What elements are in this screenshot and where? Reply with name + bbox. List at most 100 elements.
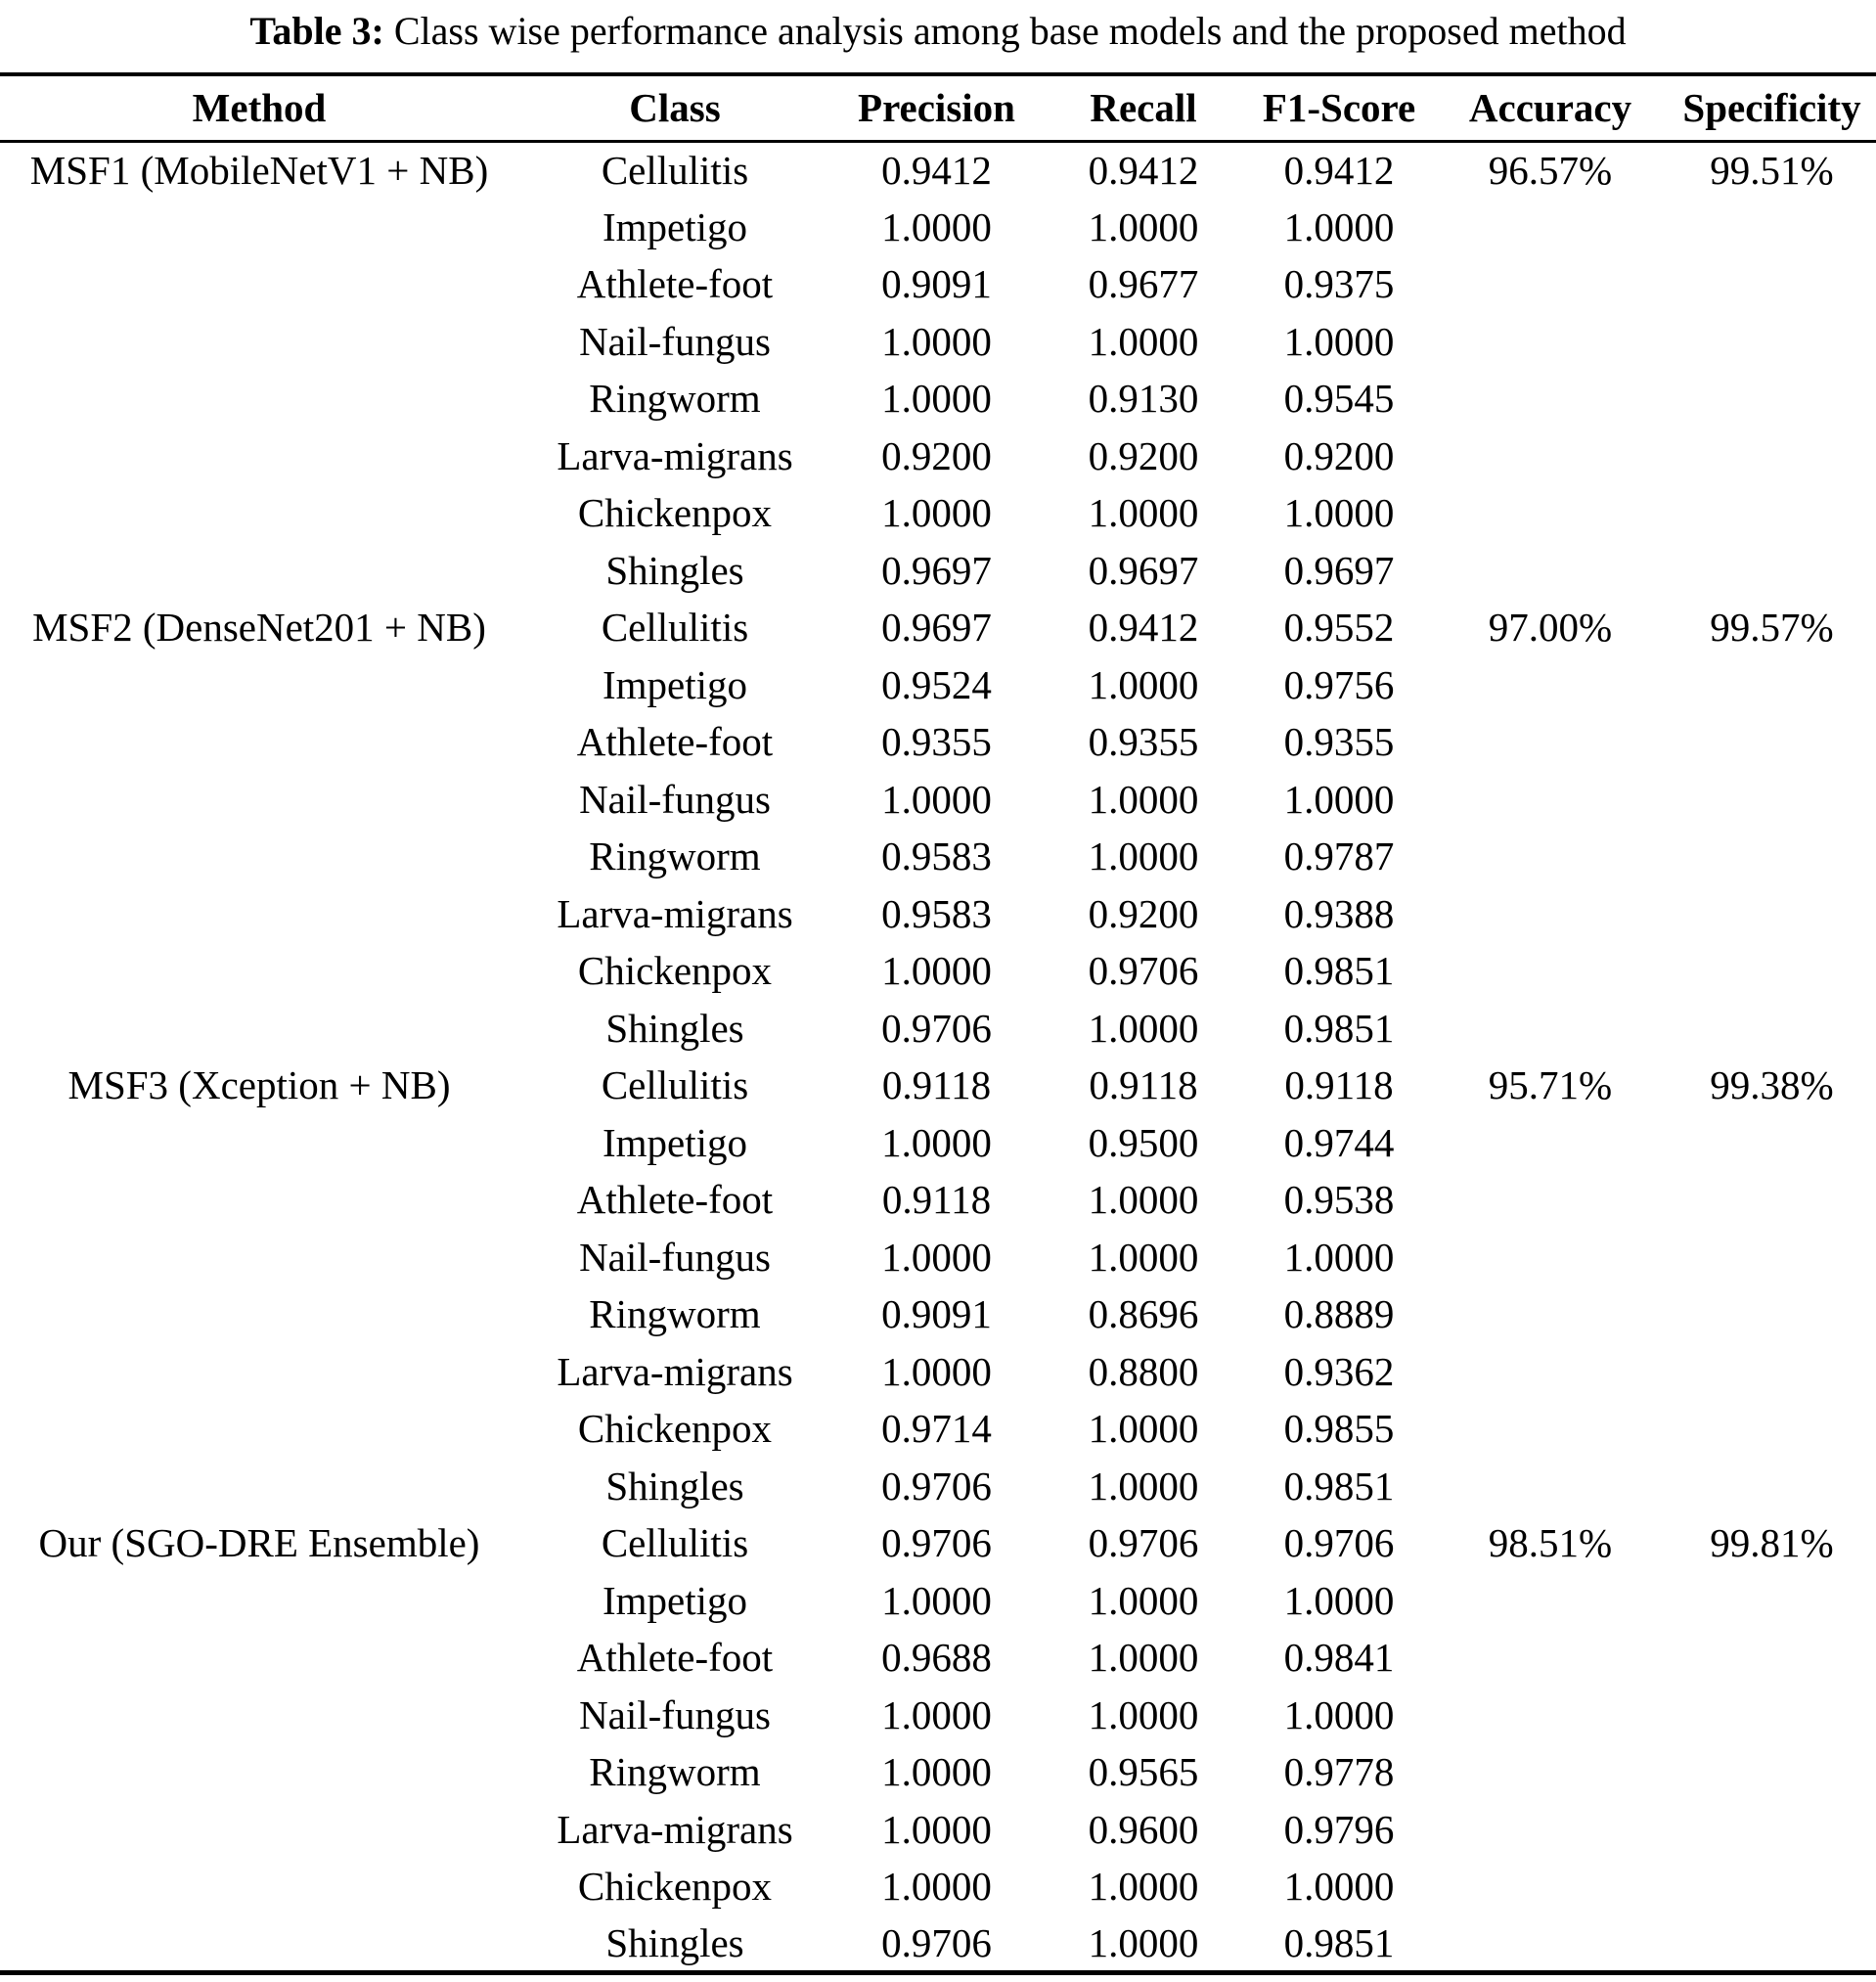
table-row: Nail-fungus 1.0000 1.0000 1.0000 (0, 1229, 1876, 1286)
accuracy-cell (1433, 1687, 1668, 1744)
f1-score-cell: 1.0000 (1283, 318, 1395, 364)
class-cell: Ringworm (589, 1291, 761, 1337)
table-row: Our (SGO-DRE Ensemble) Cellulitis 0.9706 0.… (0, 1514, 1876, 1572)
specificity-cell (1668, 656, 1876, 714)
accuracy-cell (1433, 1801, 1668, 1859)
f1-score-cell: 1.0000 (1283, 776, 1395, 822)
method-cell (0, 428, 518, 485)
class-cell: Impetigo (602, 203, 748, 249)
table-row: Chickenpox 1.0000 1.0000 1.0000 (0, 484, 1876, 542)
accuracy-cell (1433, 313, 1668, 371)
class-cell: Larva-migrans (557, 890, 793, 936)
recall-cell: 0.9412 (1088, 605, 1199, 651)
recall-cell: 1.0000 (1088, 1864, 1199, 1910)
f1-score-cell: 1.0000 (1283, 203, 1395, 249)
method-cell (0, 1114, 518, 1172)
method-cell (0, 255, 518, 313)
class-cell: Chickenpox (577, 1406, 773, 1452)
class-cell: Chickenpox (577, 1864, 773, 1910)
precision-cell: 0.9091 (881, 1291, 992, 1337)
table-row: Chickenpox 0.9714 1.0000 0.9855 (0, 1400, 1876, 1458)
precision-cell: 1.0000 (881, 203, 992, 249)
class-cell: Athlete-foot (576, 261, 774, 307)
class-cell: Nail-fungus (579, 1691, 771, 1737)
accuracy-cell (1433, 1629, 1668, 1687)
accuracy-cell (1433, 1572, 1668, 1630)
precision-cell: 1.0000 (881, 318, 992, 364)
table-row: Impetigo 1.0000 0.9500 0.9744 (0, 1114, 1876, 1172)
f1-score-cell: 0.9841 (1283, 1635, 1395, 1681)
precision-cell: 0.9706 (881, 1919, 992, 1965)
specificity-cell (1668, 199, 1876, 256)
recall-cell: 1.0000 (1088, 318, 1199, 364)
method-cell (0, 1743, 518, 1801)
precision-cell: 0.9524 (881, 661, 992, 707)
recall-cell: 0.9412 (1088, 148, 1199, 193)
precision-cell: 1.0000 (881, 1348, 992, 1394)
table-row: Athlete-foot 0.9091 0.9677 0.9375 (0, 255, 1876, 313)
method-cell (0, 313, 518, 371)
precision-cell: 1.0000 (881, 376, 992, 422)
recall-cell: 0.9706 (1088, 1520, 1199, 1566)
class-cell: Chickenpox (577, 490, 773, 536)
specificity-cell (1668, 1572, 1876, 1630)
recall-cell: 1.0000 (1088, 1463, 1199, 1509)
recall-cell: 0.9706 (1088, 948, 1199, 994)
accuracy-cell (1433, 828, 1668, 885)
specificity-cell (1668, 1743, 1876, 1801)
precision-cell: 0.9200 (881, 432, 992, 478)
specificity-cell (1668, 313, 1876, 371)
accuracy-cell (1433, 1171, 1668, 1229)
f1-score-cell: 0.9538 (1283, 1177, 1395, 1223)
accuracy-cell: 97.00% (1488, 605, 1613, 651)
method-cell: Our (SGO-DRE Ensemble) (38, 1520, 480, 1566)
accuracy-cell: 95.71% (1488, 1062, 1613, 1108)
f1-score-cell: 0.9796 (1283, 1806, 1395, 1852)
precision-cell: 1.0000 (881, 1119, 992, 1165)
recall-cell: 0.9600 (1088, 1806, 1199, 1852)
specificity-cell (1668, 1229, 1876, 1286)
accuracy-cell (1433, 713, 1668, 771)
precision-cell: 1.0000 (881, 1691, 992, 1737)
column-header-class: Class (629, 85, 721, 131)
accuracy-cell (1433, 370, 1668, 428)
method-cell (0, 1343, 518, 1401)
accuracy-cell (1433, 484, 1668, 542)
accuracy-cell (1433, 1400, 1668, 1458)
recall-cell: 1.0000 (1088, 833, 1199, 879)
f1-score-cell: 1.0000 (1283, 490, 1395, 536)
f1-score-cell: 0.9756 (1283, 661, 1395, 707)
precision-cell: 0.9697 (881, 547, 992, 593)
method-cell (0, 828, 518, 885)
specificity-cell (1668, 255, 1876, 313)
specificity-cell (1668, 713, 1876, 771)
precision-cell: 1.0000 (881, 1577, 992, 1623)
accuracy-cell (1433, 199, 1668, 256)
class-cell: Shingles (605, 1005, 744, 1051)
class-cell: Impetigo (602, 1119, 748, 1165)
method-cell (0, 1629, 518, 1687)
class-cell: Athlete-foot (576, 1635, 774, 1681)
method-cell (0, 942, 518, 1000)
class-cell: Nail-fungus (579, 776, 771, 822)
specificity-cell: 99.51% (1710, 148, 1834, 193)
table-row: Ringworm 1.0000 0.9565 0.9778 (0, 1743, 1876, 1801)
specificity-cell (1668, 1000, 1876, 1058)
precision-cell: 0.9706 (881, 1463, 992, 1509)
accuracy-cell (1433, 1458, 1668, 1515)
table-row: MSF1 (MobileNetV1 + NB) Cellulitis 0.9412 0… (0, 141, 1876, 199)
table-row: Nail-fungus 1.0000 1.0000 1.0000 (0, 771, 1876, 829)
class-cell: Impetigo (602, 1577, 748, 1623)
table-row: Larva-migrans 0.9200 0.9200 0.9200 (0, 428, 1876, 485)
precision-cell: 1.0000 (881, 1806, 992, 1852)
class-cell: Nail-fungus (579, 318, 771, 364)
precision-cell: 1.0000 (881, 1234, 992, 1280)
table-row: Shingles 0.9706 1.0000 0.9851 (0, 1458, 1876, 1515)
method-cell (0, 1801, 518, 1859)
recall-cell: 0.9200 (1088, 432, 1199, 478)
precision-cell: 0.9706 (881, 1005, 992, 1051)
specificity-cell (1668, 1858, 1876, 1915)
f1-score-cell: 0.8889 (1283, 1291, 1395, 1337)
precision-cell: 1.0000 (881, 1864, 992, 1910)
